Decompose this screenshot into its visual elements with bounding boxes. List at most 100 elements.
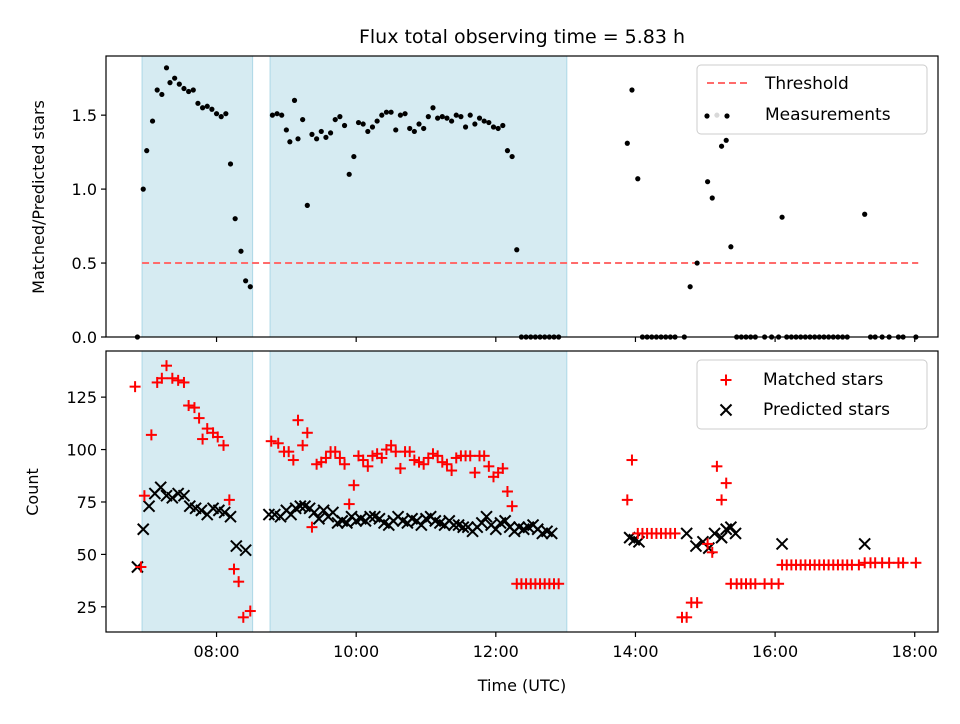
matched-point bbox=[188, 402, 200, 414]
measurement-point bbox=[495, 125, 501, 132]
predicted-point-b bbox=[429, 514, 442, 528]
predicted-point bbox=[195, 504, 208, 517]
measurement-point bbox=[728, 244, 734, 250]
measurement-point bbox=[323, 134, 329, 140]
measurement-point bbox=[163, 65, 170, 71]
predicted-point-b bbox=[224, 510, 237, 523]
predicted-point-b bbox=[206, 502, 220, 515]
matched-point bbox=[853, 559, 865, 571]
predicted-point-b bbox=[433, 516, 447, 530]
measurement-point bbox=[393, 127, 399, 133]
measurement-point bbox=[435, 115, 441, 121]
predicted-point-b bbox=[368, 510, 382, 523]
matched-point bbox=[129, 381, 141, 393]
bottom-legend: Matched stars Predicted stars bbox=[696, 359, 928, 430]
matched-point bbox=[212, 431, 224, 443]
measurement-point bbox=[379, 112, 385, 118]
bottom-panel: 25 50 75 100 125 08:00 10:00 12:00 14:00 16:00 18… bbox=[23, 350, 939, 695]
matched-point bbox=[334, 452, 346, 464]
predicted-point-b bbox=[354, 512, 368, 525]
predicted-point-b bbox=[689, 539, 703, 553]
measurement-point bbox=[140, 186, 146, 192]
predicted-point-b bbox=[405, 512, 419, 525]
measurement-point bbox=[332, 116, 338, 123]
top-panel: Flux total observing time = 5.83 h 0.0 0.… bbox=[29, 26, 939, 347]
matched-point bbox=[883, 557, 895, 569]
bot-y-tick-label: 50 bbox=[77, 545, 97, 564]
top-chart-title: Flux total observing time = 5.83 h bbox=[359, 26, 685, 48]
matched-point bbox=[218, 439, 230, 451]
predicted-point bbox=[294, 499, 307, 513]
predicted-point bbox=[457, 520, 470, 534]
matched-point bbox=[702, 538, 714, 550]
legend-matched-swatch bbox=[720, 374, 732, 386]
measurement-point bbox=[209, 106, 215, 112]
matched-point bbox=[390, 446, 402, 458]
measurement-point bbox=[204, 103, 210, 109]
x-tick-label: 18:00 bbox=[892, 642, 938, 661]
predicted-point bbox=[708, 527, 721, 540]
top-y-tick-label: 1.5 bbox=[72, 106, 97, 125]
measurement-point bbox=[167, 80, 173, 86]
predicted-point bbox=[137, 523, 150, 536]
matched-point bbox=[626, 454, 638, 466]
predicted-point bbox=[308, 506, 321, 519]
top-plot-frame bbox=[105, 55, 939, 338]
predicted-point-b bbox=[230, 539, 243, 553]
matched-point bbox=[446, 465, 458, 477]
predicted-point bbox=[363, 510, 377, 523]
measurement-point bbox=[223, 111, 229, 117]
predicted-point-b bbox=[340, 516, 354, 530]
bot-y-tick-label: 75 bbox=[77, 493, 97, 512]
measurement-point bbox=[346, 171, 352, 177]
measurement-point bbox=[195, 100, 201, 106]
legend-predicted-swatch bbox=[719, 403, 733, 417]
measurement-point bbox=[486, 119, 492, 126]
matched-point bbox=[469, 467, 481, 479]
matched-point bbox=[497, 462, 509, 474]
bot-observing-span bbox=[269, 350, 568, 633]
measurement-point bbox=[369, 124, 376, 130]
x-tick-label: 14:00 bbox=[612, 642, 658, 661]
bottom-plot-frame bbox=[105, 350, 939, 633]
predicted-point bbox=[142, 499, 156, 513]
matched-point bbox=[306, 521, 318, 533]
predicted-point-b bbox=[171, 487, 185, 500]
matched-point bbox=[172, 374, 184, 386]
predicted-point-b bbox=[268, 508, 281, 521]
measurement-point bbox=[159, 91, 165, 98]
predicted-point-b bbox=[480, 510, 493, 523]
measurement-point bbox=[304, 202, 310, 208]
predicted-point bbox=[239, 544, 252, 557]
predicted-point-b bbox=[212, 504, 226, 517]
matched-point bbox=[343, 498, 355, 510]
measurement-point bbox=[449, 118, 455, 124]
legend-measure-label: Measurements bbox=[765, 105, 891, 125]
measurement-point bbox=[269, 112, 275, 118]
measurement-point bbox=[779, 214, 785, 220]
matched-point bbox=[385, 439, 397, 451]
predicted-point bbox=[475, 516, 489, 530]
matched-point bbox=[669, 527, 681, 539]
measurement-point bbox=[172, 75, 178, 81]
matched-point bbox=[183, 400, 195, 412]
measurement-point bbox=[458, 114, 464, 120]
predicted-point-b bbox=[377, 516, 391, 530]
predicted-point-b bbox=[545, 527, 558, 540]
measurement-point bbox=[705, 179, 711, 185]
predicted-point bbox=[230, 539, 243, 553]
predicted-point-b bbox=[775, 537, 789, 551]
bot-y-tick-label: 25 bbox=[77, 598, 97, 617]
measurement-point bbox=[295, 136, 301, 142]
predicted-point-b bbox=[317, 504, 330, 517]
measurement-point bbox=[218, 114, 224, 120]
measurement-point bbox=[314, 136, 320, 142]
matched-point bbox=[464, 450, 476, 462]
matched-point bbox=[161, 360, 173, 372]
top-y-tick-label: 0.0 bbox=[72, 328, 97, 347]
predicted-point-b bbox=[218, 506, 231, 519]
measurement-point bbox=[186, 88, 192, 95]
predicted-point-b bbox=[540, 525, 554, 538]
measurement-point bbox=[462, 124, 469, 130]
